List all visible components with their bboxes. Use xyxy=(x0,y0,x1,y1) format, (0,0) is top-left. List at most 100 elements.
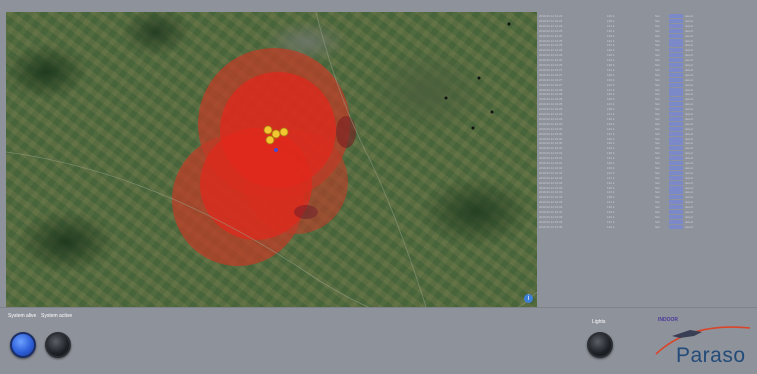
system-alive-label: System alive xyxy=(8,313,37,319)
detection-marker[interactable] xyxy=(271,129,281,139)
table-row[interactable]: 2019.03.12 10:24 138 k Sim detect xyxy=(537,18,757,23)
table-row[interactable]: 2019.03.12 10:30 140 k Sim detect xyxy=(537,136,757,141)
table-row[interactable]: 2019.03.12 10:27 142 k Sim detect xyxy=(537,82,757,87)
table-row[interactable]: 2019.03.12 10:26 140 k Sim detect xyxy=(537,48,757,53)
paraso-logo: INDOOR Paraso xyxy=(650,314,757,372)
status-cell: detect xyxy=(685,67,694,72)
detection-marker[interactable] xyxy=(279,127,289,137)
table-row[interactable]: 2019.03.12 10:26 138 k Sim detect xyxy=(537,63,757,67)
table-row[interactable]: 2019.03.12 10:34 139 k Sim detect xyxy=(537,210,757,214)
table-row[interactable]: 2019.03.12 10:25 137 k Sim detect xyxy=(537,43,757,48)
table-row[interactable]: 2019.03.12 10:31 141 k Sim detect xyxy=(537,156,757,161)
table-row[interactable]: 2019.03.12 10:33 136 k Sim detect xyxy=(537,185,757,190)
highlight-cell xyxy=(669,195,683,200)
table-row[interactable]: 2019.03.12 10:32 139 k Sim detect xyxy=(537,165,757,170)
table-row[interactable]: 2019.03.12 10:28 136 k Sim detect xyxy=(537,97,757,102)
sensor-marker[interactable] xyxy=(274,148,278,152)
satellite-map[interactable]: i xyxy=(6,12,537,307)
status-cell: detect xyxy=(685,126,694,131)
table-row[interactable]: 2019.03.12 10:25 136 k Sim detect xyxy=(537,28,757,33)
coverage-zone-inner-2 xyxy=(200,128,312,240)
status-cell: detect xyxy=(685,190,694,195)
table-row[interactable]: 2019.03.12 10:28 140 k Sim detect xyxy=(537,92,757,97)
table-row[interactable]: 2019.03.12 10:27 139 k Sim detect xyxy=(537,77,757,82)
detection-marker[interactable] xyxy=(263,125,273,135)
timestamp-cell: 2019.03.12 10:34 xyxy=(539,205,563,210)
table-row[interactable]: 2019.03.12 10:28 137 k Sim detect xyxy=(537,87,757,92)
frequency-cell: 137 k xyxy=(607,43,615,48)
type-cell: Sim xyxy=(655,67,661,72)
table-row[interactable]: 2019.03.12 10:34 142 k Sim detect xyxy=(537,214,757,219)
highlight-cell xyxy=(669,136,683,141)
table-row[interactable]: 2019.03.12 10:29 139 k Sim detect xyxy=(537,121,757,126)
table-row[interactable]: 2019.03.12 10:27 136 k Sim detect xyxy=(537,72,757,77)
type-cell: Sim xyxy=(655,102,661,107)
frequency-cell: 136 k xyxy=(607,72,615,77)
highlight-cell xyxy=(669,205,683,210)
table-row[interactable]: 2019.03.12 10:33 143 k Sim detect xyxy=(537,190,757,195)
highlight-cell xyxy=(669,151,683,156)
detection-marker[interactable] xyxy=(265,135,275,145)
table-row[interactable]: 2019.03.12 10:31 136 k Sim detect xyxy=(537,161,757,165)
timestamp-cell: 2019.03.12 10:25 xyxy=(539,33,563,38)
table-row[interactable]: 2019.03.12 10:25 139 k Sim detect xyxy=(537,33,757,38)
table-row[interactable]: 2019.03.12 10:34 136 k Sim detect xyxy=(537,205,757,210)
table-row[interactable]: 2019.03.12 10:33 138 k Sim detect xyxy=(537,195,757,200)
timestamp-cell: 2019.03.12 10:31 xyxy=(539,146,563,151)
status-cell: detect xyxy=(685,136,694,141)
table-row[interactable]: 2019.03.12 10:33 141 k Sim detect xyxy=(537,200,757,205)
system-active-button[interactable] xyxy=(45,332,71,358)
table-row[interactable]: 2019.03.12 10:25 142 k Sim detect xyxy=(537,38,757,43)
table-row[interactable]: 2019.03.12 10:31 138 k Sim detect xyxy=(537,151,757,156)
table-row[interactable]: 2019.03.12 10:29 138 k Sim detect xyxy=(537,107,757,112)
map-point xyxy=(471,126,475,130)
status-cell: detect xyxy=(685,82,694,87)
frequency-cell: 141 k xyxy=(607,23,615,28)
detection-log-table[interactable]: 2019.03.12 10:24 136 k Sim detect 2019.03.12… xyxy=(537,12,757,307)
highlight-cell xyxy=(669,82,683,87)
highlight-cell xyxy=(669,116,683,121)
status-cell: detect xyxy=(685,205,694,210)
table-row[interactable]: 2019.03.12 10:30 142 k Sim detect xyxy=(537,126,757,131)
type-cell: Sim xyxy=(655,43,661,48)
highlight-cell xyxy=(669,92,683,97)
type-cell: Sim xyxy=(655,72,661,77)
table-row[interactable]: 2019.03.12 10:29 141 k Sim detect xyxy=(537,112,757,116)
table-row[interactable]: 2019.03.12 10:27 141 k Sim detect xyxy=(537,67,757,72)
table-row[interactable]: 2019.03.12 10:32 137 k Sim detect xyxy=(537,175,757,180)
status-cell: detect xyxy=(685,180,694,185)
table-row[interactable]: 2019.03.12 10:26 143 k Sim detect xyxy=(537,58,757,63)
table-row[interactable]: 2019.03.12 10:28 143 k Sim detect xyxy=(537,102,757,107)
timestamp-cell: 2019.03.12 10:34 xyxy=(539,210,563,214)
frequency-cell: 136 k xyxy=(607,161,615,165)
table-row[interactable]: 2019.03.12 10:30 136 k Sim detect xyxy=(537,141,757,146)
status-cell: detect xyxy=(685,58,694,63)
logo-small-text: INDOOR xyxy=(658,317,678,323)
timestamp-cell: 2019.03.12 10:28 xyxy=(539,92,563,97)
timestamp-cell: 2019.03.12 10:33 xyxy=(539,190,563,195)
table-row[interactable]: 2019.03.12 10:26 136 k Sim detect xyxy=(537,53,757,58)
table-row[interactable]: 2019.03.12 10:35 140 k Sim detect xyxy=(537,224,757,229)
frequency-cell: 140 k xyxy=(607,92,615,97)
system-alive-indicator[interactable] xyxy=(10,332,36,358)
timestamp-cell: 2019.03.12 10:25 xyxy=(539,38,563,43)
logo-swoosh-icon xyxy=(655,326,751,355)
table-row[interactable]: 2019.03.12 10:24 141 k Sim detect xyxy=(537,23,757,28)
table-row[interactable]: 2019.03.12 10:29 136 k Sim detect xyxy=(537,116,757,121)
frequency-cell: 136 k xyxy=(607,205,615,210)
table-row[interactable]: 2019.03.12 10:32 140 k Sim detect xyxy=(537,180,757,185)
table-row[interactable]: 2019.03.12 10:24 136 k Sim detect xyxy=(537,14,757,18)
table-row[interactable]: 2019.03.12 10:30 137 k Sim detect xyxy=(537,131,757,136)
status-cell: detect xyxy=(685,175,694,180)
type-cell: Sim xyxy=(655,156,661,161)
table-row[interactable]: 2019.03.12 10:32 142 k Sim detect xyxy=(537,170,757,175)
table-row[interactable]: 2019.03.12 10:31 143 k Sim detect xyxy=(537,146,757,151)
type-cell: Sim xyxy=(655,165,661,170)
lights-button[interactable] xyxy=(587,332,613,358)
timestamp-cell: 2019.03.12 10:25 xyxy=(539,43,563,48)
info-icon[interactable]: i xyxy=(524,294,533,303)
map-road xyxy=(6,151,537,307)
table-row[interactable]: 2019.03.12 10:34 137 k Sim detect xyxy=(537,219,757,224)
map-point xyxy=(477,76,481,80)
highlight-cell xyxy=(669,210,683,214)
